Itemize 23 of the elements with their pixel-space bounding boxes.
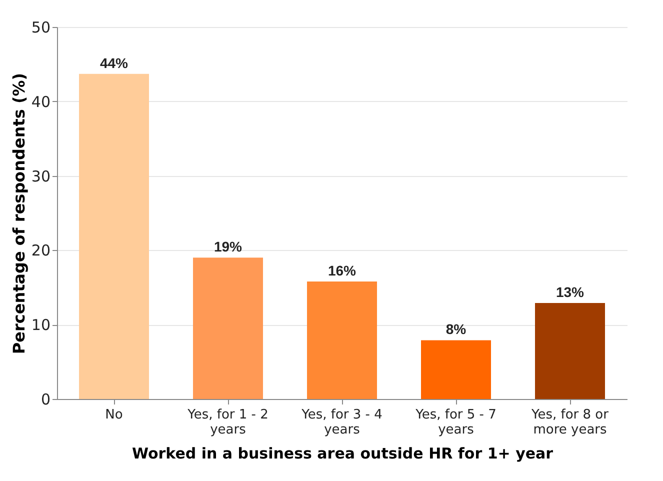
bar <box>79 74 149 399</box>
x-tick-label: Yes, for 5 - 7 years <box>414 408 496 438</box>
y-tick-label: 50 <box>31 18 50 36</box>
x-tick-label: Yes, for 3 - 4 years <box>300 408 382 438</box>
y-tick-label: 20 <box>31 242 50 260</box>
x-tick-label: Yes, for 8 or more years <box>530 408 610 438</box>
data-label: 19% <box>214 238 243 255</box>
bar <box>421 340 491 399</box>
x-tick-label: No <box>105 408 123 422</box>
y-tick-label: 30 <box>31 167 50 186</box>
y-tick-label: 0 <box>40 390 50 408</box>
data-label: 16% <box>328 262 357 278</box>
x-tick-label: Yes, for 1 - 2 years <box>186 408 268 438</box>
bar <box>307 281 377 399</box>
bar <box>193 258 263 399</box>
x-axis-title: Worked in a business area outside HR for 1+ year <box>132 444 554 462</box>
y-tick-label: 10 <box>31 316 50 334</box>
y-axis-title: Percentage of respondents (%) <box>9 72 28 354</box>
data-label: 8% <box>446 321 467 338</box>
data-label: 13% <box>556 284 585 300</box>
y-tick-label: 40 <box>31 92 50 111</box>
data-label: 44% <box>100 54 129 71</box>
bar <box>535 303 605 399</box>
